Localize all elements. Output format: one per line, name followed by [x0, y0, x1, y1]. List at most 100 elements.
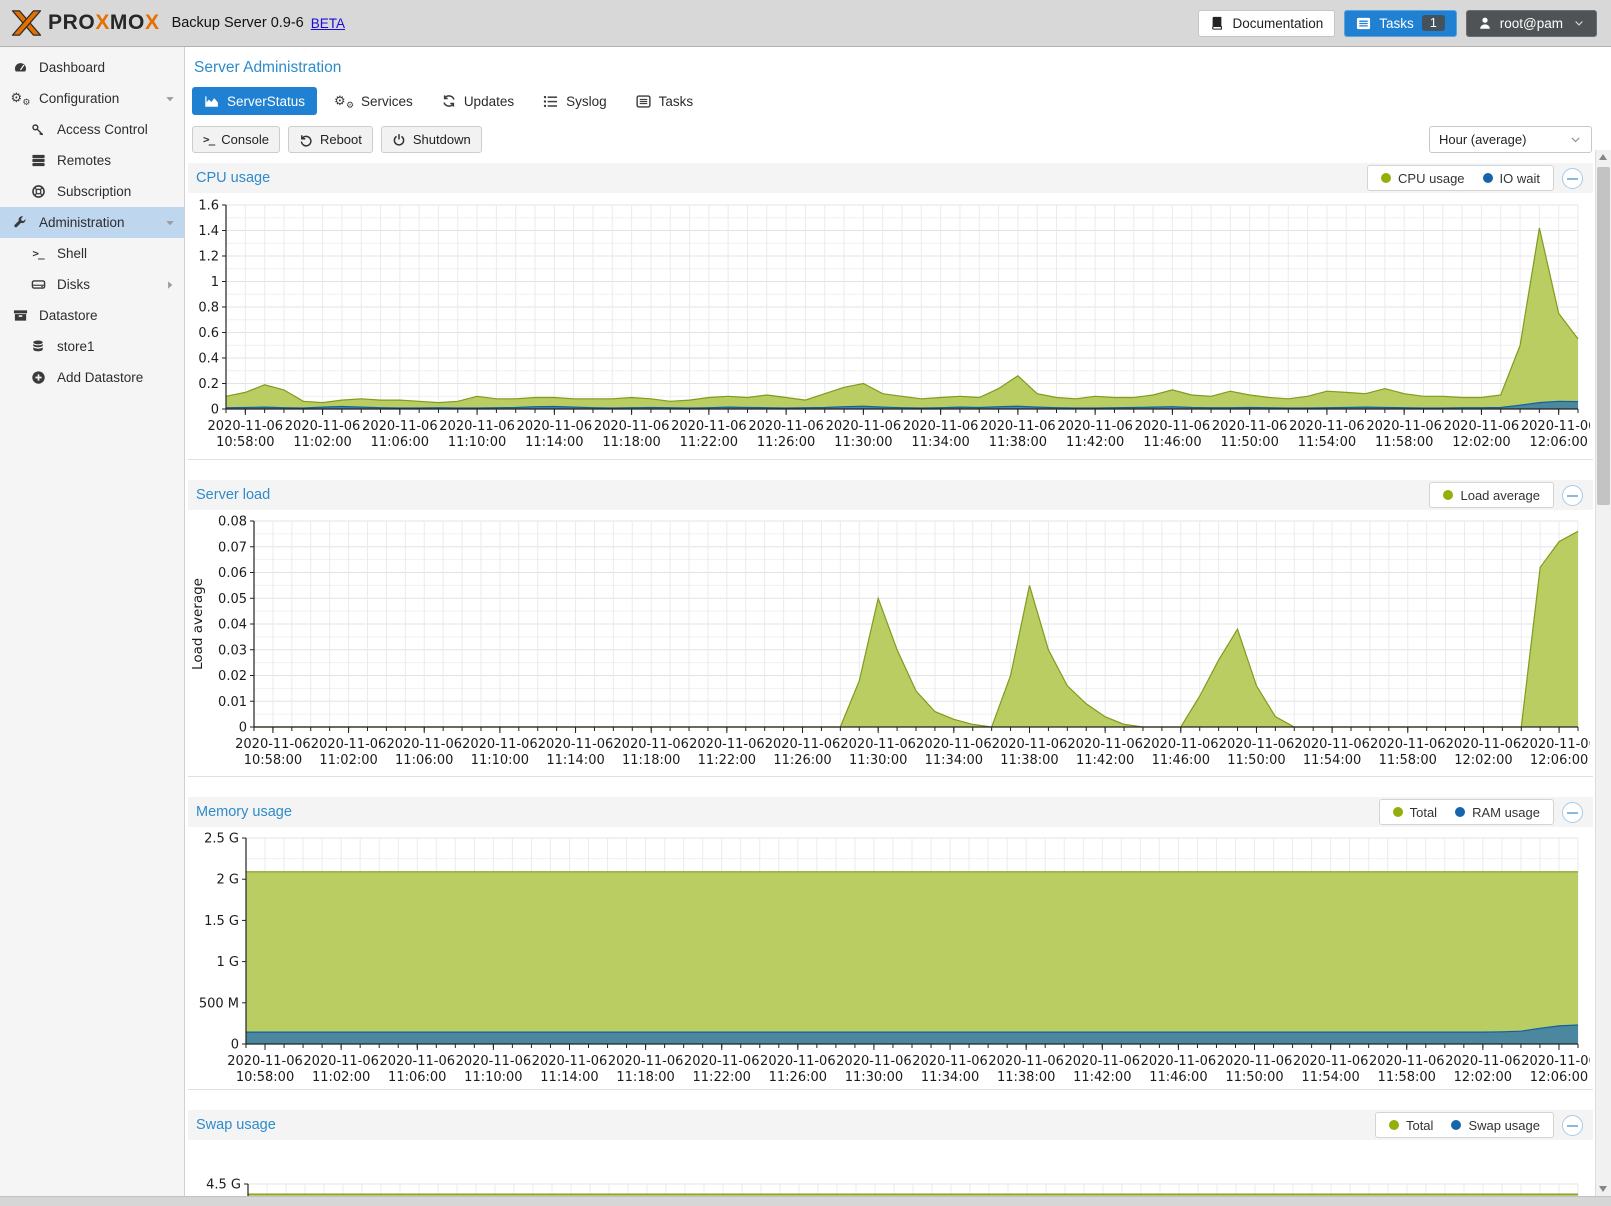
tab-syslog[interactable]: Syslog [531, 87, 619, 115]
svg-text:11:50:00: 11:50:00 [1227, 753, 1285, 768]
sidebar-item-remotes[interactable]: Remotes [0, 145, 184, 176]
beta-link[interactable]: BETA [310, 15, 346, 31]
svg-text:2.5 G: 2.5 G [204, 832, 239, 847]
user-menu-button[interactable]: root@pam [1465, 9, 1597, 37]
svg-text:11:18:00: 11:18:00 [602, 435, 660, 450]
legend-item-total[interactable]: Total [1388, 1118, 1433, 1133]
sidebar-item-configuration[interactable]: ⚙ ⚙ Configuration [0, 83, 184, 114]
svg-text:11:22:00: 11:22:00 [680, 435, 738, 450]
power-icon [392, 133, 406, 147]
legend-item-io-wait[interactable]: IO wait [1482, 171, 1540, 186]
sidebar-item-access-control[interactable]: Access Control [0, 114, 184, 145]
legend-item-total[interactable]: Total [1392, 805, 1437, 820]
svg-text:1.6: 1.6 [198, 199, 219, 214]
tab-serverstatus[interactable]: ServerStatus [192, 87, 318, 115]
svg-text:11:10:00: 11:10:00 [471, 753, 529, 768]
collapse-panel-icon[interactable] [1562, 484, 1583, 506]
svg-text:11:54:00: 11:54:00 [1298, 435, 1356, 450]
svg-text:11:30:00: 11:30:00 [834, 435, 892, 450]
shutdown-button[interactable]: Shutdown [380, 126, 482, 153]
legend-dot-icon [1451, 1120, 1462, 1130]
tab-services[interactable]: ⚙ ⚙ Services [322, 87, 425, 115]
terminal-icon: >_ [203, 133, 215, 146]
sidebar-item-label: Shell [57, 246, 88, 261]
sidebar-item-add-datastore[interactable]: Add Datastore [0, 362, 184, 393]
sidebar-item-administration[interactable]: Administration [0, 207, 184, 238]
svg-text:0.02: 0.02 [218, 669, 247, 684]
server-load-panel-header: Server load Load average [188, 480, 1593, 510]
svg-text:10:58:00: 10:58:00 [244, 753, 302, 768]
gears-icon: ⚙ ⚙ [10, 90, 31, 107]
svg-text:2020-11-06: 2020-11-06 [227, 1054, 303, 1069]
scrollbar-thumb[interactable] [1597, 167, 1610, 505]
vertical-scrollbar[interactable] [1595, 150, 1611, 1196]
user-icon [1478, 16, 1492, 30]
svg-text:11:38:00: 11:38:00 [1000, 753, 1058, 768]
scrollbar-down-arrow-icon[interactable] [1596, 1182, 1611, 1196]
time-range-select[interactable]: Hour (average) [1429, 126, 1592, 153]
svg-text:11:58:00: 11:58:00 [1375, 435, 1433, 450]
sidebar-item-disks[interactable]: Disks [0, 269, 184, 300]
svg-text:1: 1 [211, 275, 219, 290]
sidebar-item-datastore[interactable]: Datastore [0, 300, 184, 331]
svg-text:1 G: 1 G [217, 955, 239, 970]
svg-text:11:34:00: 11:34:00 [921, 1070, 979, 1085]
svg-text:2020-11-06: 2020-11-06 [613, 737, 689, 752]
wrench-icon [10, 215, 30, 230]
svg-text:11:46:00: 11:46:00 [1152, 753, 1210, 768]
svg-text:2020-11-06: 2020-11-06 [1521, 419, 1590, 434]
proxmox-x-logo-icon [10, 9, 43, 37]
brand-text: PROXMOX [48, 11, 160, 34]
sidebar-item-shell[interactable]: >_ Shell [0, 238, 184, 269]
console-button[interactable]: >_ Console [192, 126, 280, 153]
legend-item-load-average[interactable]: Load average [1443, 488, 1540, 503]
svg-text:11:50:00: 11:50:00 [1225, 1070, 1283, 1085]
tab-updates[interactable]: Updates [430, 87, 526, 115]
legend-item-ram-usage[interactable]: RAM usage [1455, 805, 1540, 820]
svg-text:11:26:00: 11:26:00 [757, 435, 815, 450]
svg-text:11:54:00: 11:54:00 [1303, 753, 1361, 768]
collapse-panel-icon[interactable] [1562, 801, 1583, 823]
swap-usage-legend: Total Swap usage [1374, 1112, 1554, 1138]
svg-text:11:46:00: 11:46:00 [1149, 1070, 1207, 1085]
svg-text:2020-11-06: 2020-11-06 [1212, 419, 1288, 434]
svg-text:2020-11-06: 2020-11-06 [1370, 737, 1446, 752]
svg-text:2020-11-06: 2020-11-06 [1366, 419, 1442, 434]
svg-text:11:30:00: 11:30:00 [849, 753, 907, 768]
server-icon [28, 153, 48, 168]
tab-tasks[interactable]: Tasks [624, 87, 706, 115]
sidebar-item-dashboard[interactable]: Dashboard [0, 52, 184, 83]
book-icon [1210, 16, 1224, 30]
sidebar-item-subscription[interactable]: Subscription [0, 176, 184, 207]
caret-down-icon [164, 217, 176, 229]
svg-text:11:58:00: 11:58:00 [1379, 753, 1437, 768]
cpu-usage-panel: CPU usage CPU usage IO wait 0 0.2 0.4 0.6 0.8… [188, 163, 1593, 460]
bottom-edge-strip [0, 1196, 1611, 1206]
legend-item-cpu-usage[interactable]: CPU usage [1381, 171, 1465, 186]
svg-text:2020-11-06: 2020-11-06 [1135, 419, 1211, 434]
task-list-icon [1356, 16, 1371, 31]
svg-text:2020-11-06: 2020-11-06 [379, 1054, 455, 1069]
tasks-button[interactable]: Tasks 1 [1344, 9, 1457, 37]
toolbar: >_ Console Reboot Shutdown Hour (average… [186, 115, 1595, 153]
panel-title: Swap usage [196, 1117, 276, 1133]
sidebar-item-store1[interactable]: store1 [0, 331, 184, 362]
collapse-panel-icon[interactable] [1562, 167, 1583, 189]
database-icon [28, 339, 48, 354]
svg-text:11:18:00: 11:18:00 [622, 753, 680, 768]
reboot-button[interactable]: Reboot [287, 126, 373, 153]
gauge-icon [10, 60, 30, 75]
server-load-legend: Load average [1429, 482, 1554, 508]
documentation-button[interactable]: Documentation [1198, 9, 1336, 37]
legend-item-swap-usage[interactable]: Swap usage [1451, 1118, 1540, 1133]
svg-text:2020-11-06: 2020-11-06 [456, 1054, 532, 1069]
life-ring-icon [28, 184, 48, 199]
scrollbar-up-arrow-icon[interactable] [1596, 150, 1611, 164]
gears-icon: ⚙ ⚙ [334, 92, 355, 110]
svg-text:0.06: 0.06 [218, 566, 247, 581]
sidebar-item-label: Subscription [57, 184, 132, 199]
sidebar-item-label: store1 [57, 339, 95, 354]
svg-text:0.01: 0.01 [218, 695, 247, 710]
collapse-panel-icon[interactable] [1562, 1114, 1583, 1136]
